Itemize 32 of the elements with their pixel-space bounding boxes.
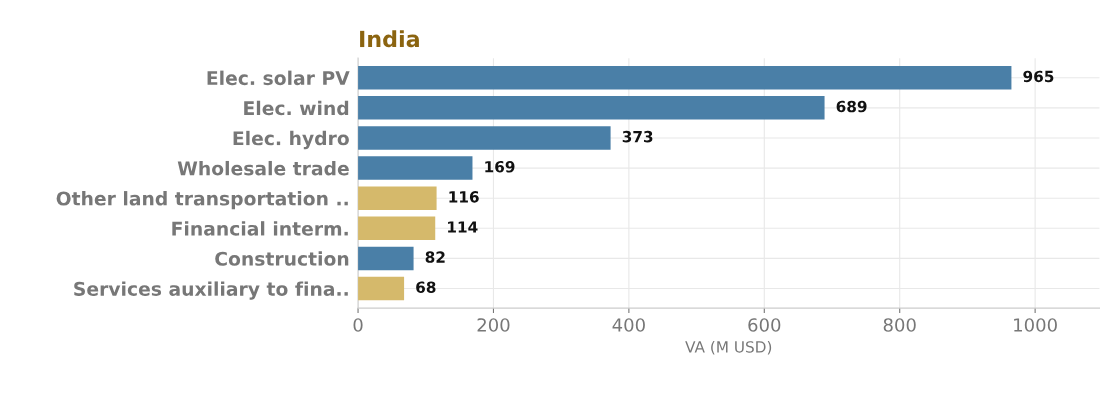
x-axis-title: VA (M USD) — [685, 340, 772, 355]
data-label: 114 — [448, 221, 478, 233]
y-tick-label: Construction — [215, 251, 349, 266]
y-tick-label: Elec. hydro — [233, 130, 349, 150]
x-tick-label: 400 — [612, 318, 645, 332]
bar — [358, 276, 405, 301]
data-label: 689 — [836, 100, 867, 113]
x-tick-label: 0 — [353, 318, 363, 332]
x-tick-label: 1000 — [1014, 318, 1057, 332]
x-tick-label: 200 — [477, 318, 510, 332]
y-tick-label: Services auxiliary to fina.. — [74, 281, 348, 300]
data-label: 965 — [1023, 70, 1054, 83]
data-label: 169 — [485, 160, 515, 173]
y-tick-label: Financial interm. — [172, 221, 348, 236]
bar — [358, 65, 1012, 90]
bar — [358, 186, 437, 210]
x-tick-label: 800 — [883, 318, 916, 332]
bar — [358, 216, 436, 241]
x-tick-label: 600 — [748, 318, 781, 332]
data-label: 68 — [416, 281, 436, 293]
data-label: 373 — [622, 130, 653, 143]
data-label: 116 — [449, 191, 479, 203]
y-tick-label: Elec. wind — [244, 100, 349, 116]
chart-title: India — [360, 30, 419, 48]
bar — [358, 126, 611, 150]
y-tick-label: Other land transportation .. — [56, 191, 348, 210]
y-tick-label: Wholesale trade — [177, 160, 349, 176]
data-label: 82 — [425, 251, 445, 263]
y-tick-label: Elec. solar PV — [207, 70, 350, 86]
bar — [358, 156, 473, 180]
bar — [358, 96, 825, 120]
bar — [358, 246, 414, 271]
